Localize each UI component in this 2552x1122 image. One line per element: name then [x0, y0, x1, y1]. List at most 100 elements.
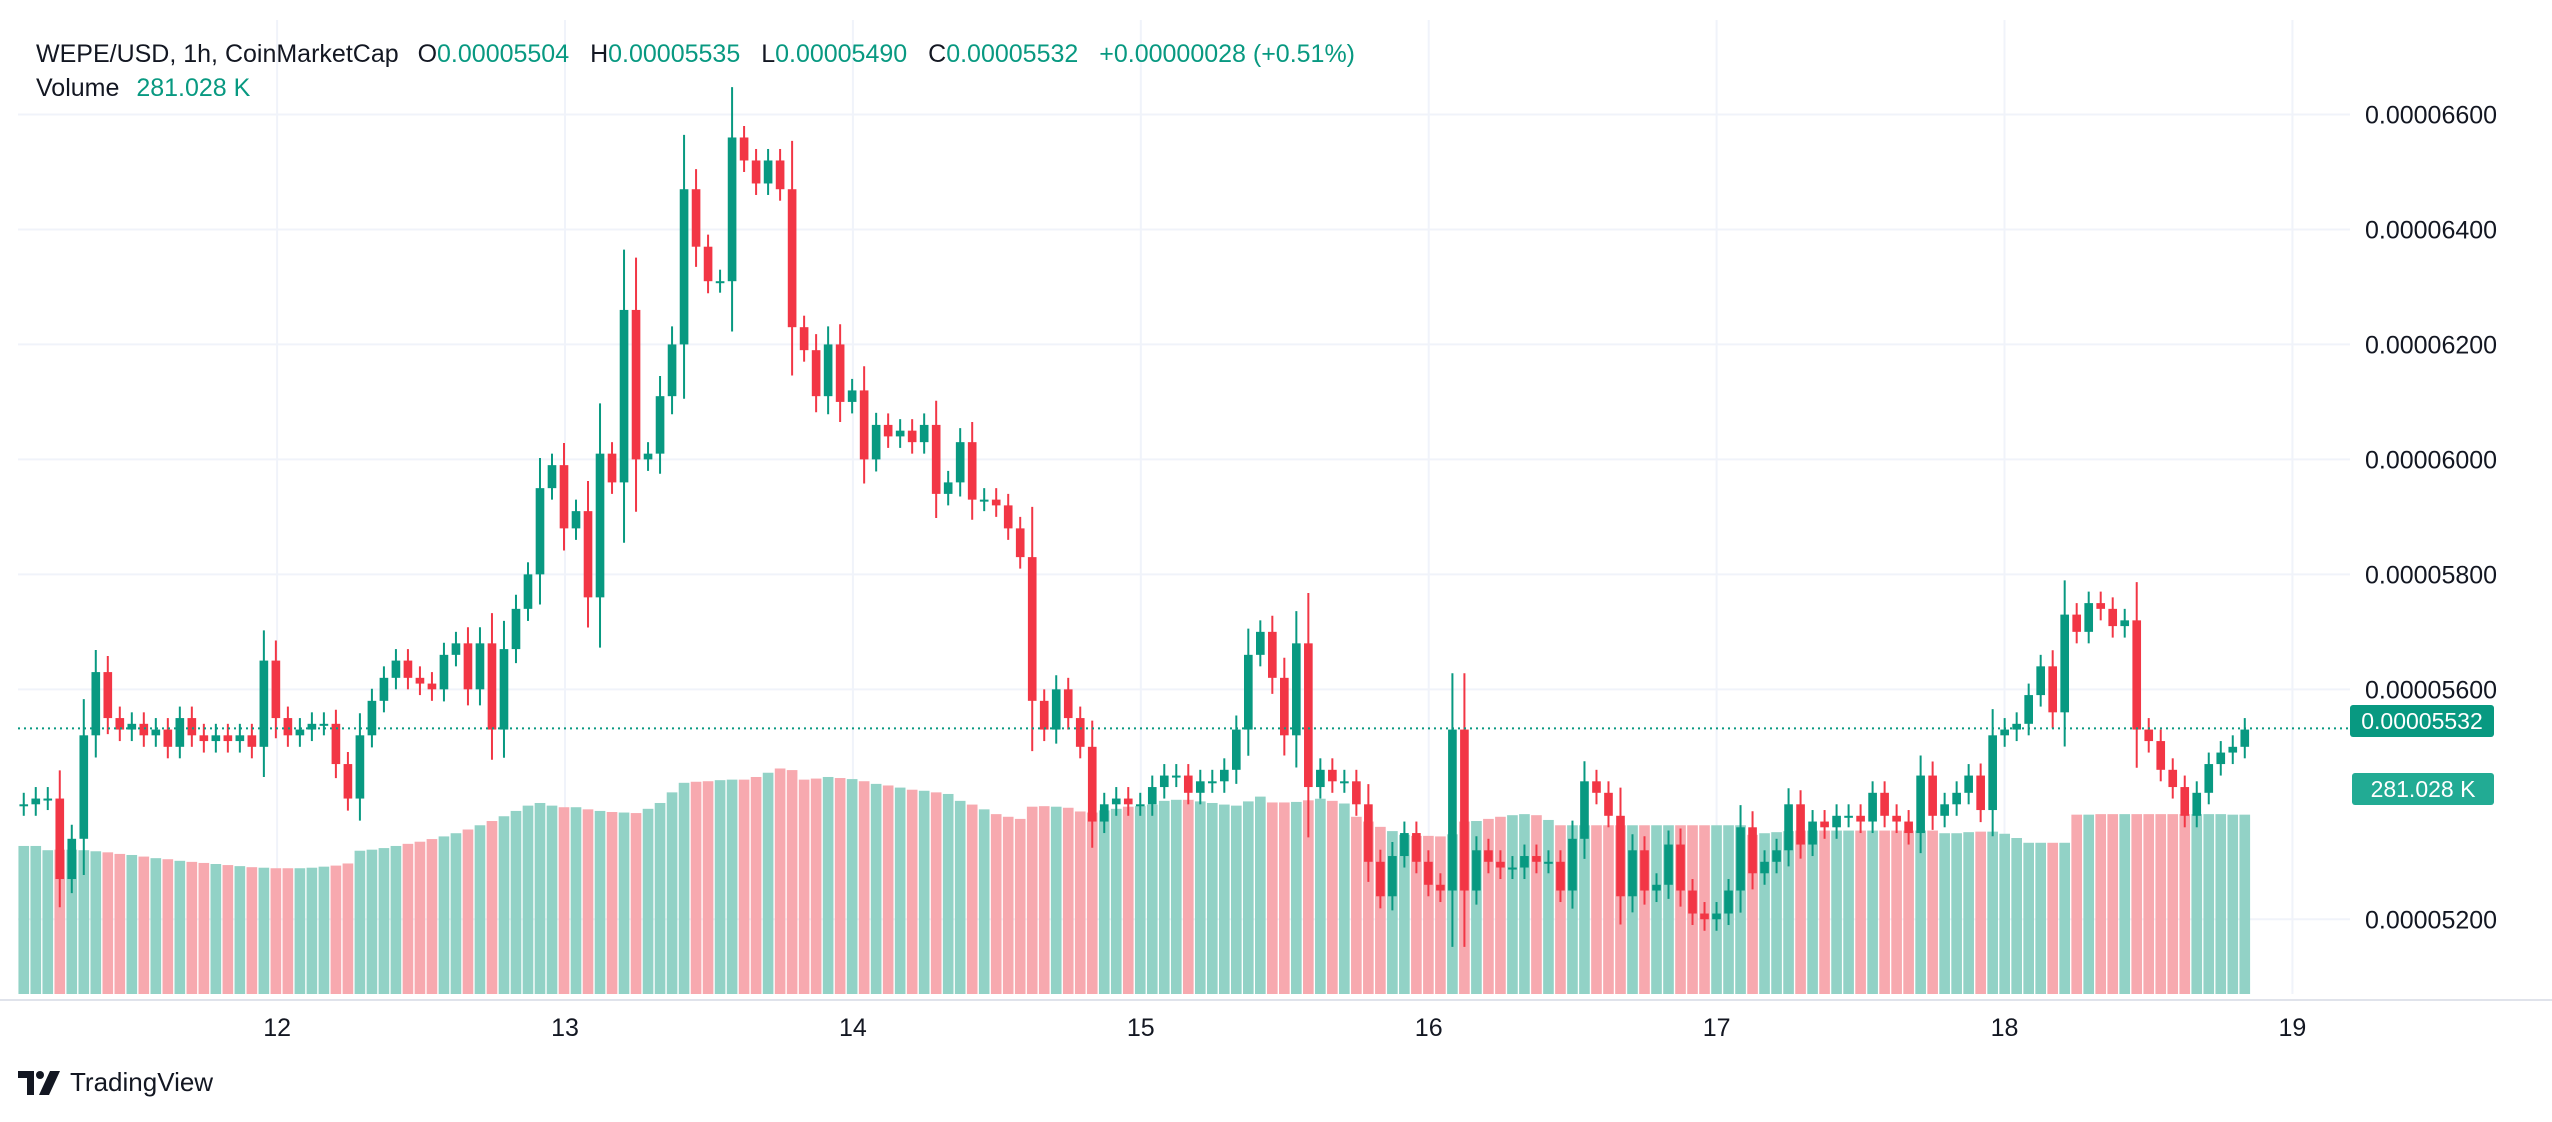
candle-body	[1844, 815, 1853, 818]
volume-bar	[750, 776, 762, 994]
time-tick-label: 14	[839, 1014, 867, 1042]
candle-body	[919, 424, 929, 443]
candle-body	[871, 424, 881, 460]
time-axis[interactable]: 12 13 14 15 16 17 18 19	[0, 0, 2552, 1042]
candle-body	[1412, 833, 1421, 862]
volume-bar	[1279, 802, 1290, 994]
volume-bar	[906, 789, 918, 994]
legend-change: +0.00000028 (+0.51%)	[1099, 40, 1356, 68]
candle-body	[295, 729, 305, 736]
price-tick-label: 0.00006000	[2365, 446, 2497, 474]
volume-bar	[678, 782, 690, 994]
candle-body	[703, 246, 713, 282]
candle-body	[2108, 608, 2118, 627]
volume-bar	[2131, 814, 2143, 994]
candle-body	[391, 660, 401, 678]
candle-body	[535, 488, 545, 575]
volume-bar	[1939, 833, 1950, 994]
volume-bar	[102, 852, 114, 994]
candle-body	[1039, 700, 1049, 730]
volume-bar	[1747, 834, 1758, 994]
price-tick-label: 0.00005600	[2365, 676, 2497, 704]
volume-bar	[1603, 825, 1614, 994]
candle-body	[883, 424, 893, 437]
candle-body	[1952, 792, 1961, 805]
volume-bar	[1074, 811, 1086, 994]
volume-bar	[954, 800, 966, 994]
candle-body	[1099, 804, 1109, 822]
candle-body	[1772, 850, 1781, 862]
candle-body	[1928, 775, 1937, 816]
candle-body	[439, 654, 449, 690]
volume-bar	[582, 809, 594, 994]
chart-grid	[18, 20, 2350, 994]
candle-body	[2072, 614, 2082, 632]
volume-bar	[1519, 814, 1530, 994]
volume-bar	[1411, 835, 1422, 994]
candle-body	[799, 327, 809, 351]
candle-body	[1796, 804, 1805, 845]
volume-bar	[618, 812, 630, 994]
volume-bar	[114, 853, 126, 994]
tradingview-logo-icon	[18, 1070, 60, 1095]
volume-bar	[1843, 830, 1854, 994]
volume-bar	[1951, 833, 1962, 994]
candle-body	[2240, 729, 2250, 747]
volume-bar	[318, 866, 330, 994]
volume-bar	[294, 868, 306, 994]
volume-bar	[222, 865, 234, 994]
time-tick-label: 17	[1703, 1014, 1731, 1042]
candle-body	[1268, 631, 1277, 678]
candle-body	[1243, 654, 1253, 730]
legend-open-key: O	[417, 40, 438, 68]
candle-body	[1856, 815, 1865, 822]
candle-body	[1616, 815, 1625, 897]
candle-body	[2180, 787, 2190, 816]
candle-body	[1880, 792, 1889, 816]
volume-bar	[714, 780, 726, 994]
volume-bar	[2227, 814, 2239, 994]
candle-body	[2192, 792, 2202, 816]
price-axis[interactable]: 0.00006600 0.00006400 0.00006200 0.00006000…	[2365, 101, 2497, 934]
candle-body	[451, 643, 461, 655]
volume-bar	[66, 849, 78, 994]
candle-body	[559, 465, 569, 529]
volume-bar	[1110, 808, 1122, 994]
candle-body	[331, 723, 341, 765]
volume-bar	[1218, 804, 1230, 994]
volume-bar	[1387, 831, 1398, 994]
candle-body	[1520, 856, 1529, 868]
brand-name: TradingView	[70, 1067, 214, 1097]
candle-body	[523, 574, 533, 609]
volume-bar	[366, 849, 378, 994]
volume-bar	[402, 843, 414, 994]
candle-body	[1508, 867, 1517, 870]
candle-body	[2156, 741, 2166, 770]
volume-bar	[2119, 814, 2131, 994]
volume-bar	[414, 841, 426, 994]
candle-body	[547, 465, 557, 489]
volume-bar	[1651, 825, 1662, 994]
volume-bar	[210, 864, 222, 994]
candle-body	[583, 511, 593, 598]
candle-body	[931, 424, 941, 494]
volume-bar	[42, 850, 54, 994]
candle-body	[1472, 850, 1481, 891]
tradingview-logo[interactable]: TradingView	[18, 1067, 213, 1098]
candle-body	[55, 798, 65, 880]
volume-bar	[234, 866, 246, 994]
volume-bar	[1819, 830, 1830, 994]
volume-bar	[354, 850, 366, 994]
candle-body	[1256, 631, 1265, 655]
volume-bar	[1098, 810, 1110, 994]
volume-bar	[702, 781, 714, 994]
candle-body	[1904, 821, 1913, 834]
volume-bar	[690, 781, 702, 994]
volume-bar	[942, 793, 954, 994]
volume-bar	[1134, 806, 1146, 994]
candle-body	[1400, 833, 1409, 857]
volume-bar	[174, 860, 186, 994]
volume-bar	[1495, 816, 1506, 994]
candle-body	[967, 442, 977, 500]
